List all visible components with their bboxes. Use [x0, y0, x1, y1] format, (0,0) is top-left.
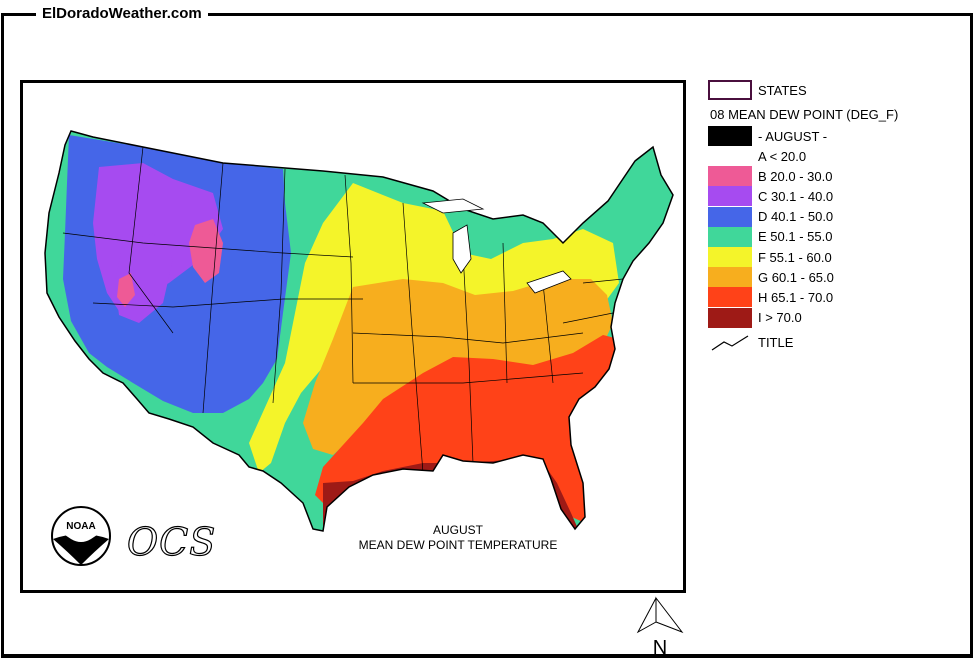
map-caption: AUGUST MEAN DEW POINT TEMPERATURE — [323, 523, 593, 553]
north-label: N — [653, 637, 667, 658]
legend-class-label: D 40.1 - 50.0 — [758, 209, 834, 225]
legend-class-swatch — [708, 247, 752, 267]
legend-class-label: A < 20.0 — [758, 148, 807, 164]
legend-class-row: E 50.1 - 55.0 — [708, 226, 833, 247]
month-swatch — [708, 126, 752, 146]
legend-title-label: TITLE — [758, 334, 794, 350]
legend-class-swatch — [708, 146, 752, 166]
legend-layer-title: 08 MEAN DEW POINT (DEG_F) — [710, 107, 899, 122]
noaa-logo-text: NOAA — [66, 521, 95, 532]
site-title: ElDoradoWeather.com — [36, 5, 208, 23]
noaa-logo: NOAA — [51, 506, 111, 566]
legend-class-swatch — [708, 166, 752, 187]
north-arrow-icon: N — [636, 596, 684, 658]
map-caption-month: AUGUST — [432, 523, 483, 537]
legend-class-row: B 20.0 - 30.0 — [708, 166, 833, 187]
legend-class-row: A < 20.0 — [708, 146, 806, 166]
legend-states-row: STATES — [708, 80, 807, 100]
legend-class-label: I > 70.0 — [758, 310, 802, 326]
legend-class-swatch — [708, 226, 752, 247]
legend-month-label: - AUGUST - — [758, 128, 828, 144]
legend-class-row: C 30.1 - 40.0 — [708, 186, 834, 207]
legend-class-label: B 20.0 - 30.0 — [758, 168, 833, 184]
outer-frame — [1, 13, 973, 658]
legend-class-swatch — [708, 287, 752, 308]
legend-states-label: STATES — [758, 82, 807, 98]
legend-class-label: C 30.1 - 40.0 — [758, 188, 834, 204]
legend-month-row: - AUGUST - — [708, 126, 827, 146]
legend-class-row: G 60.1 - 65.0 — [708, 267, 834, 288]
legend-class-row: D 40.1 - 50.0 — [708, 206, 834, 227]
legend-class-swatch — [708, 307, 752, 328]
map-caption-title: MEAN DEW POINT TEMPERATURE — [358, 538, 558, 552]
legend-class-row: F 55.1 - 60.0 — [708, 247, 832, 267]
legend-title-row: TITLE — [708, 332, 793, 352]
legend-class-swatch — [708, 206, 752, 227]
dew-point-map — [44, 130, 674, 532]
legend-class-label: E 50.1 - 55.0 — [758, 229, 833, 245]
legend-class-label: F 55.1 - 60.0 — [758, 249, 832, 265]
legend-class-swatch — [708, 186, 752, 207]
legend-class-row: H 65.1 - 70.0 — [708, 287, 834, 308]
states-outline-swatch — [708, 80, 752, 100]
legend-class-swatch — [708, 267, 752, 288]
legend-class-label: G 60.1 - 65.0 — [758, 269, 834, 285]
ocs-logo-text: OCS — [126, 519, 217, 564]
map-panel: NOAA OCS AUGUST MEAN DEW POINT TEMPERATU… — [20, 80, 686, 593]
legend-class-row: I > 70.0 — [708, 307, 802, 328]
title-line-icon — [711, 335, 749, 351]
legend-class-label: H 65.1 - 70.0 — [758, 289, 834, 305]
